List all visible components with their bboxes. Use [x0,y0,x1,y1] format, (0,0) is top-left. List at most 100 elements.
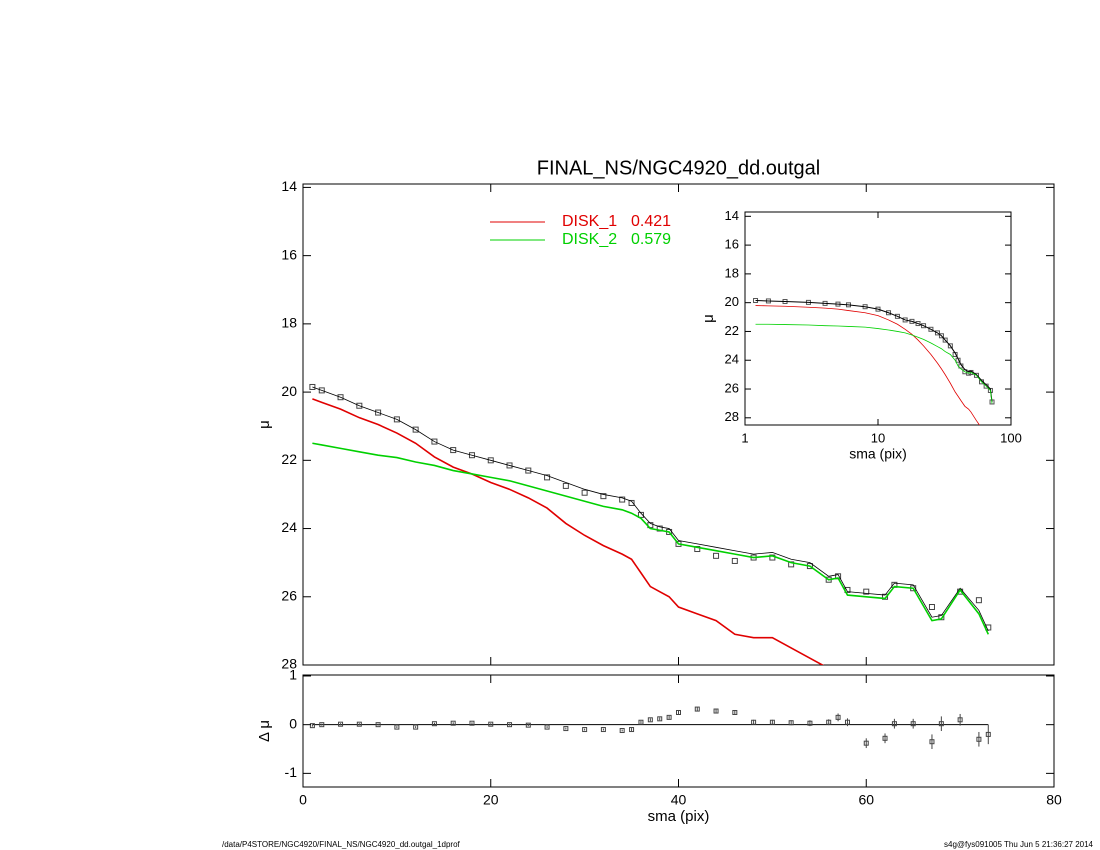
y-tick-label: 22 [725,323,739,338]
data-point [938,721,944,727]
data-point [581,489,588,496]
data-point [412,426,419,433]
data-point [450,720,456,726]
data-point [544,474,551,481]
y-tick-label: 28 [725,409,739,424]
data-point [468,452,475,459]
data-point [863,740,869,746]
data-point [309,383,316,390]
data-point [882,735,888,741]
data-point [934,330,940,336]
data-point [676,709,681,715]
data-point [525,467,532,474]
data-point [338,721,344,727]
data-point [431,438,438,445]
data-point [788,720,794,726]
data-point [507,722,513,728]
footer-left: /data/P4STORE/NGC4920/FINAL_NS/NGC4920_d… [222,840,461,849]
data-point [751,719,757,725]
plot-area [309,706,991,750]
y-tick-label: 26 [725,380,739,395]
legend-label: DISK_2 [562,231,617,248]
data-point [985,731,991,737]
data-point [769,719,775,725]
data-point [647,717,653,723]
data-point [337,394,344,401]
y-axis-label: μ [700,314,717,323]
y-tick-label: 14 [725,208,739,223]
data-point [619,496,626,503]
data-point [319,722,325,728]
data-point [582,727,588,733]
x-tick-label: 1 [741,430,748,445]
plot-area [309,383,992,665]
data-point [894,313,900,319]
data-point [928,326,934,332]
y-tick-label: 20 [281,383,297,399]
data-point [942,337,948,343]
x-tick-label: 100 [1000,430,1022,445]
data-point [910,721,916,727]
data-point [563,726,569,732]
plot-frame [744,211,1012,426]
data-point [488,721,494,727]
data-point [393,416,400,423]
model-line [755,305,980,425]
plot-area [753,298,995,425]
data-point [957,717,963,723]
y-tick-label: 18 [281,315,297,331]
data-point [835,714,841,720]
data-point [807,720,813,726]
y-tick-label: 24 [281,519,297,535]
data-point [628,499,635,506]
data-point [431,721,437,727]
data-point [929,739,935,745]
data-point [886,310,892,316]
y-tick-label: 22 [281,451,297,467]
y-axis-label: Δ μ [256,720,273,742]
y-tick-label: 1 [289,667,297,683]
data-point [891,721,897,727]
data-point [863,588,870,595]
data-point [826,719,832,725]
x-tick-label: 80 [1046,792,1062,808]
data-point [713,708,719,714]
legend-label: DISK_1 [562,213,617,230]
y-tick-label: 14 [281,178,297,194]
data-point [694,706,700,712]
x-tick-label: 60 [858,792,874,808]
data-point [973,372,979,378]
data-point [469,720,475,726]
data-point [562,482,569,489]
legend-fraction: 0.421 [631,213,671,230]
data-point [629,727,635,733]
y-tick-label: 0 [289,715,297,731]
data-point [600,493,607,500]
data-point [525,722,531,728]
data-point [375,409,382,416]
data-point [487,457,494,464]
y-tick-label: 26 [281,587,297,603]
x-axis-label: sma (pix) [849,446,907,462]
y-tick-label: -1 [285,764,298,780]
data-point [975,597,982,604]
model-line [312,442,990,635]
data-point [375,722,381,728]
data-point [450,447,457,454]
x-axis-label: sma (pix) [648,808,710,825]
chart-title: FINAL_NS/NGC4920_dd.outgal [537,157,821,179]
plot-frame [302,674,1055,788]
y-tick-label: 24 [725,352,739,367]
x-tick-label: 0 [299,792,307,808]
data-point [713,552,720,559]
data-point [309,723,315,729]
data-point [544,724,550,730]
data-point [318,387,325,394]
data-point [506,462,513,469]
data-point [638,719,644,725]
y-tick-label: 20 [725,294,739,309]
y-tick-label: 18 [725,265,739,280]
data-point [413,724,419,730]
data-point [921,323,927,329]
